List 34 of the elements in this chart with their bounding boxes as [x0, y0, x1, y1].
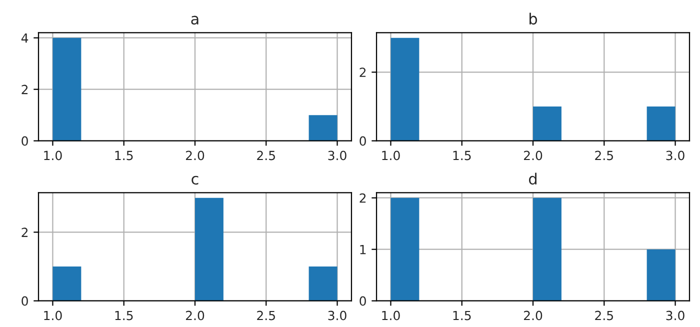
x-tick-label: 2.5 [595, 310, 613, 320]
x-tick-label: 1.5 [453, 310, 471, 320]
y-tick-label: 1 [360, 244, 366, 254]
y-tick-label: 2 [360, 68, 366, 77]
x-tick-label: 1.0 [382, 310, 400, 320]
chart-title: c [192, 176, 198, 185]
y-tick-label: 0 [360, 136, 366, 146]
chart-title: b [530, 12, 538, 25]
x-tick-label: 1.5 [115, 310, 133, 320]
y-tick-label: 2 [360, 193, 366, 203]
x-tick-label: 2.0 [186, 150, 204, 160]
chart-title: a [191, 16, 198, 25]
y-tick-label: 0 [22, 296, 28, 306]
y-tick-label: 2 [22, 84, 28, 94]
x-tick-label: 1.5 [115, 150, 133, 160]
x-tick-label: 2.0 [524, 310, 542, 320]
x-tick-label: 3.0 [666, 310, 684, 320]
x-tick-label: 2.5 [257, 310, 275, 320]
y-tick-label: 0 [22, 136, 28, 146]
y-tick-label: 0 [360, 296, 366, 306]
x-tick-label: 1.0 [44, 310, 62, 320]
y-tick-label: 4 [21, 33, 28, 43]
x-tick-label: 1.5 [453, 150, 471, 160]
x-tick-label: 2.5 [257, 150, 275, 160]
x-tick-label: 1.0 [382, 150, 400, 160]
y-tick-label: 2 [22, 228, 28, 237]
x-tick-label: 1.0 [44, 150, 62, 160]
x-tick-label: 2.5 [595, 150, 613, 160]
x-tick-label: 3.0 [666, 150, 684, 160]
x-tick-label: 3.0 [328, 310, 346, 320]
x-tick-label: 2.0 [524, 150, 542, 160]
x-tick-label: 2.0 [186, 310, 204, 320]
x-tick-label: 3.0 [328, 150, 346, 160]
chart-title: d [529, 172, 536, 185]
